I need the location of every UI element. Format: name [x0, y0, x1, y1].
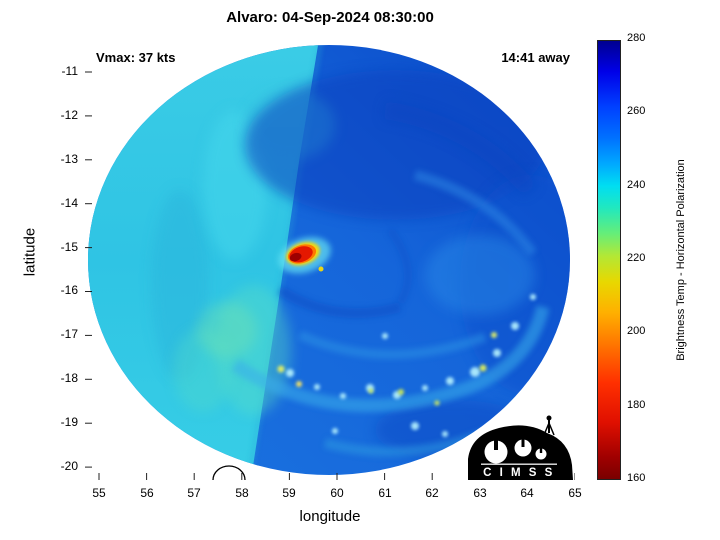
x-tick-label: 56 [140, 486, 154, 500]
y-tick-label: -12 [60, 108, 78, 122]
y-tick-label: -13 [60, 152, 78, 166]
island-contour [212, 465, 246, 480]
warm-core [278, 237, 331, 274]
y-axis-label: latitude [21, 227, 39, 277]
vmax-annotation: Vmax: 37 kts [96, 50, 176, 65]
colorbar-tick-label: 180 [627, 399, 646, 411]
colorbar-tick-label: 240 [627, 179, 646, 191]
y-tick-label: -16 [60, 283, 78, 297]
x-tick-label: 59 [282, 486, 296, 500]
y-tick-label: -15 [60, 240, 78, 254]
y-tick-label: -20 [60, 459, 78, 473]
y-tick-label: -18 [60, 371, 78, 385]
observatory-dome-icon [484, 440, 508, 464]
colorbar-tick-label: 220 [627, 252, 646, 264]
y-tick-label: -14 [60, 196, 78, 210]
x-tick-label: 58 [235, 486, 249, 500]
storm-heatmap-plot: C I M S S [85, 45, 575, 480]
y-tick-label: -11 [61, 64, 78, 78]
x-tick-label: 55 [92, 486, 106, 500]
y-axis-ticks [85, 71, 92, 468]
colorbar-tick-label: 280 [627, 32, 646, 44]
storm-swath [88, 45, 570, 475]
rainband-speckles [277, 332, 497, 406]
eta-annotation: 14:41 away [501, 50, 570, 65]
radio-tower-icon [546, 415, 552, 421]
cimss-logo-text: C I M S S [483, 467, 555, 479]
x-tick-label: 61 [378, 486, 392, 500]
colorbar [597, 40, 621, 480]
cimss-logo: C I M S S [468, 415, 573, 480]
colorbar-tick-label: 160 [627, 472, 646, 484]
x-tick-label: 63 [473, 486, 487, 500]
page-title: Alvaro: 04-Sep-2024 08:30:00 [226, 9, 434, 26]
convective-speckles [286, 294, 536, 437]
colorbar-tick-label: 260 [627, 105, 646, 117]
x-tick-label: 57 [187, 486, 201, 500]
satellite-dish-icon [535, 448, 547, 460]
x-tick-label: 65 [568, 486, 582, 500]
observatory-dome-icon [514, 439, 532, 457]
x-tick-label: 64 [520, 486, 534, 500]
y-tick-label: -19 [60, 415, 78, 429]
x-tick-label: 62 [425, 486, 439, 500]
x-tick-label: 60 [330, 486, 344, 500]
colorbar-tick-label: 200 [627, 325, 646, 337]
x-axis-label: longitude [299, 508, 361, 525]
y-tick-label: -17 [60, 327, 78, 341]
colorbar-label: Brightness Temp - Horizontal Polarizatio… [675, 159, 687, 361]
